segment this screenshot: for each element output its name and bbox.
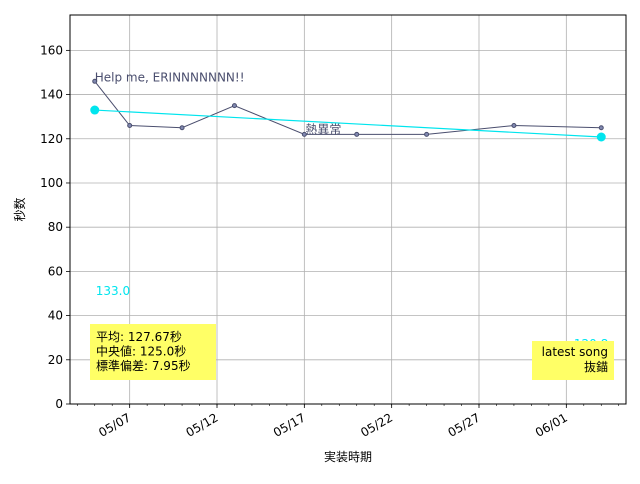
data-point	[511, 123, 517, 129]
latest-line: latest song	[542, 345, 608, 359]
data-point	[179, 125, 185, 131]
y-tick-label: 40	[48, 309, 63, 323]
latest-box	[532, 341, 614, 380]
annotation-text: 133.0	[96, 284, 130, 298]
y-tick-label: 20	[48, 353, 63, 367]
stats-box	[90, 324, 216, 380]
y-tick-label: 80	[48, 220, 63, 234]
data-point	[127, 123, 133, 129]
y-tick-label: 100	[40, 176, 63, 190]
stats-line: 中央値: 125.0秒	[96, 344, 186, 359]
x-tick-label: 05/12	[184, 410, 221, 439]
x-tick-label: 06/01	[533, 410, 570, 439]
annotation-text: 熱異常	[305, 122, 341, 136]
data-point	[424, 131, 430, 137]
series-line	[94, 80, 602, 135]
stats-line: 標準偏差: 7.95秒	[96, 358, 191, 373]
trend-endpoint	[90, 105, 100, 115]
y-axis-label: 秒数	[12, 197, 27, 221]
data-point	[301, 131, 307, 137]
annotation-text: Help me, ERINNNNNNN!!	[95, 70, 245, 84]
x-tick-label: 05/17	[271, 410, 308, 439]
y-tick-label: 120	[40, 132, 63, 146]
data-point	[354, 131, 360, 137]
trend-line	[94, 109, 602, 138]
plot-frame	[69, 14, 627, 405]
latest-line: 抜錨	[584, 360, 608, 374]
data-point	[598, 125, 604, 131]
data-point	[92, 78, 98, 84]
x-axis-label: 実装時期	[324, 449, 372, 464]
x-tick-label: 05/07	[96, 410, 133, 439]
y-tick-label: 0	[55, 397, 63, 411]
trend-endpoint	[596, 132, 606, 142]
data-point	[231, 103, 237, 109]
grid	[70, 15, 626, 405]
axis-ticks: 0 20 40 60 80 100 120 140 160 05/07 05/12 05/17 05/2…	[40, 43, 620, 440]
stats-line: 平均: 127.67秒	[96, 330, 182, 344]
y-tick-label: 140	[40, 88, 63, 102]
y-tick-label: 160	[40, 43, 63, 57]
series-layer	[90, 78, 606, 142]
x-tick-label: 05/27	[446, 410, 483, 439]
y-tick-label: 60	[48, 264, 63, 278]
x-tick-label: 05/22	[358, 410, 395, 439]
